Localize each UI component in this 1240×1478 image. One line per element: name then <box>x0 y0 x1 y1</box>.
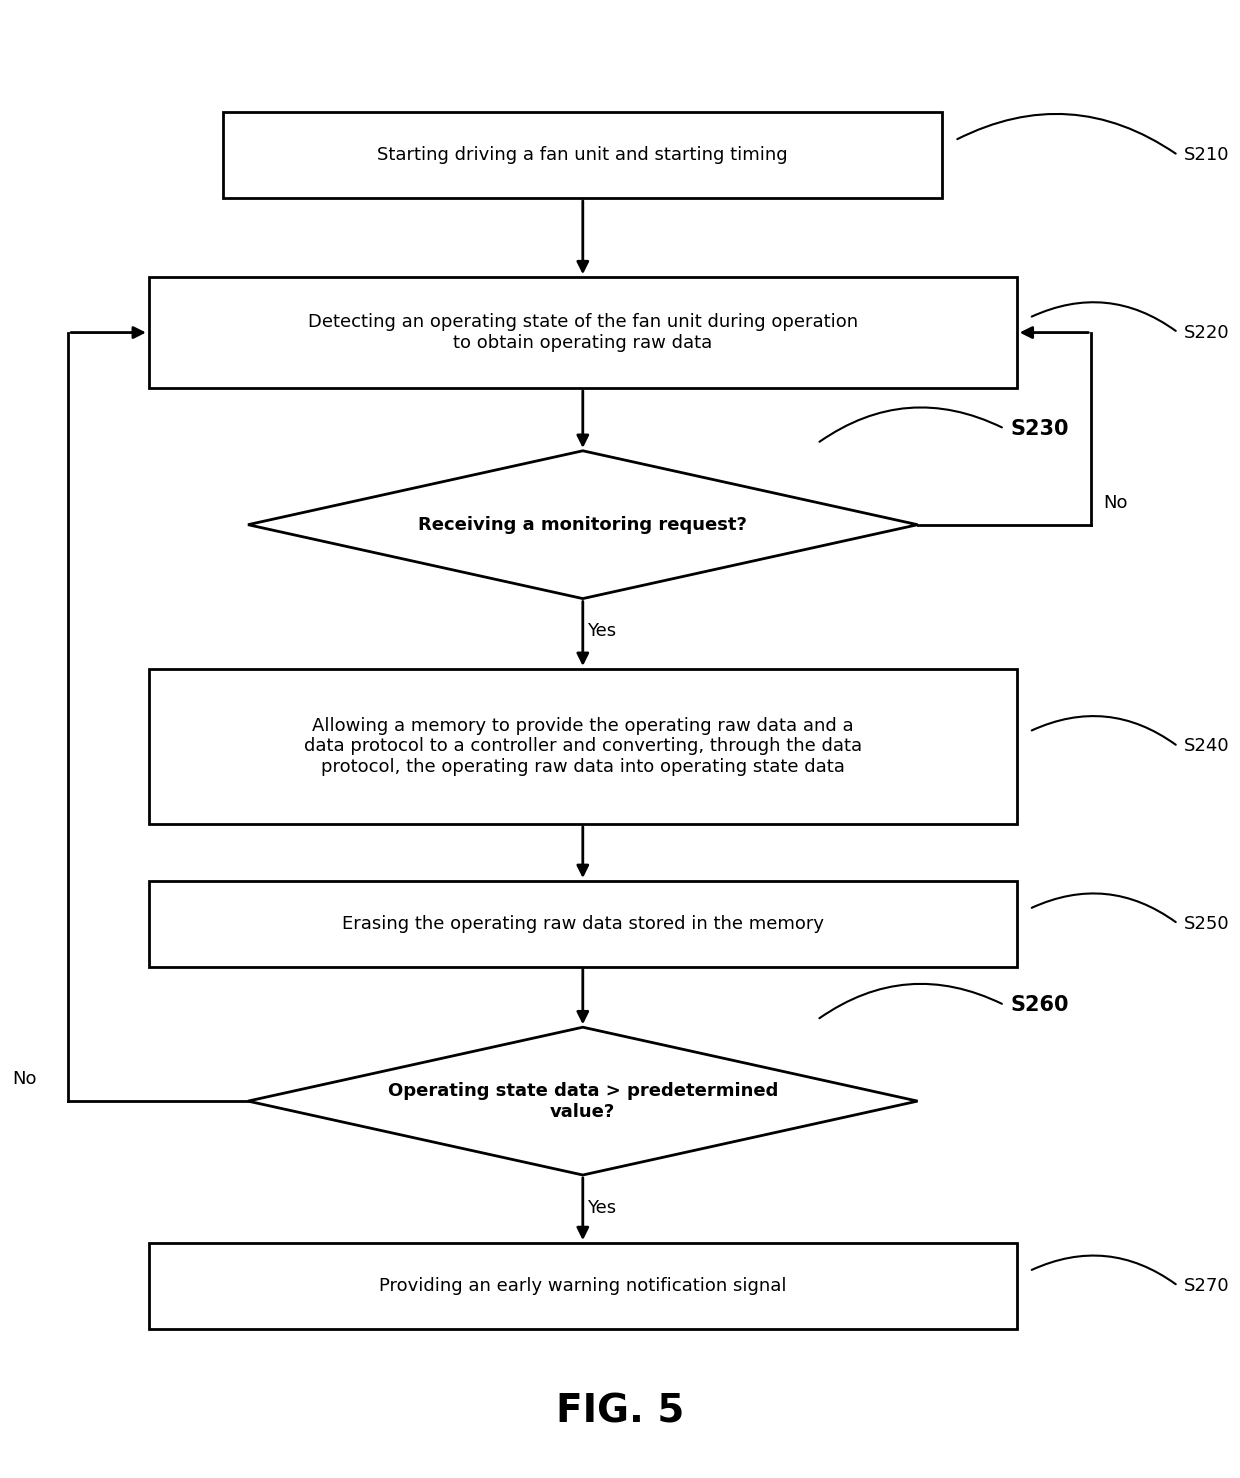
Text: Detecting an operating state of the fan unit during operation
to obtain operatin: Detecting an operating state of the fan … <box>308 313 858 352</box>
Text: S220: S220 <box>1184 324 1230 341</box>
Polygon shape <box>248 451 918 599</box>
Bar <box>223 112 942 198</box>
Text: Allowing a memory to provide the operating raw data and a
data protocol to a con: Allowing a memory to provide the operati… <box>304 717 862 776</box>
Text: No: No <box>12 1070 37 1088</box>
Bar <box>149 668 1017 825</box>
Text: Yes: Yes <box>587 1199 616 1216</box>
Text: FIG. 5: FIG. 5 <box>556 1392 684 1431</box>
Text: Receiving a monitoring request?: Receiving a monitoring request? <box>418 516 748 534</box>
Text: S250: S250 <box>1184 915 1230 933</box>
Text: Providing an early warning notification signal: Providing an early warning notification … <box>379 1277 786 1295</box>
Text: S230: S230 <box>1011 418 1069 439</box>
Polygon shape <box>248 1027 918 1175</box>
Text: Starting driving a fan unit and starting timing: Starting driving a fan unit and starting… <box>377 146 789 164</box>
Text: Yes: Yes <box>587 622 616 640</box>
Text: Erasing the operating raw data stored in the memory: Erasing the operating raw data stored in… <box>342 915 823 933</box>
Text: Operating state data > predetermined
value?: Operating state data > predetermined val… <box>388 1082 777 1120</box>
Text: S240: S240 <box>1184 738 1230 755</box>
Text: No: No <box>1104 494 1128 511</box>
Text: S260: S260 <box>1011 995 1069 1015</box>
Bar <box>149 1243 1017 1329</box>
Bar <box>149 881 1017 967</box>
Bar <box>149 276 1017 387</box>
Text: S210: S210 <box>1184 146 1230 164</box>
Text: S270: S270 <box>1184 1277 1230 1295</box>
